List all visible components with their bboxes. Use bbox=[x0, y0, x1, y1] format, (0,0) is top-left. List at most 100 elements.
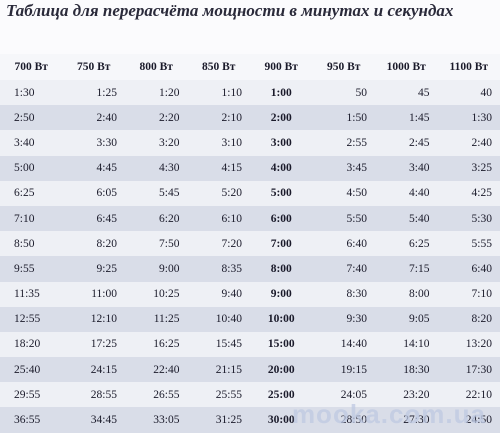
table-cell: 1:50 bbox=[313, 105, 376, 130]
table-cell: 33:05 bbox=[125, 407, 188, 432]
table-cell: 6:40 bbox=[438, 256, 500, 281]
table-cell: 21:15 bbox=[188, 357, 251, 382]
table-cell: 11:35 bbox=[0, 282, 63, 307]
table-cell: 7:00 bbox=[250, 231, 313, 256]
table-cell: 1:30 bbox=[0, 80, 63, 105]
table-cell: 10:25 bbox=[125, 282, 188, 307]
table-cell: 1:00 bbox=[250, 80, 313, 105]
table-cell: 2:40 bbox=[63, 105, 126, 130]
table-cell: 7:50 bbox=[125, 231, 188, 256]
table-cell: 15:45 bbox=[188, 332, 251, 357]
table-cell: 3:40 bbox=[375, 156, 438, 181]
table-cell: 3:40 bbox=[0, 130, 63, 155]
table-cell: 9:25 bbox=[63, 256, 126, 281]
table-cell: 6:20 bbox=[125, 206, 188, 231]
table-cell: 12:10 bbox=[63, 307, 126, 332]
table-cell: 24:15 bbox=[63, 357, 126, 382]
table-cell: 5:50 bbox=[313, 206, 376, 231]
table-cell: 3:45 bbox=[313, 156, 376, 181]
table-cell: 7:20 bbox=[188, 231, 251, 256]
table-cell: 1:20 bbox=[125, 80, 188, 105]
table-cell: 40 bbox=[438, 80, 500, 105]
table-cell: 5:20 bbox=[188, 181, 251, 206]
table-cell: 7:10 bbox=[438, 282, 500, 307]
table-cell: 6:25 bbox=[0, 181, 63, 206]
table-cell: 8:50 bbox=[0, 231, 63, 256]
column-header: 950 Вт bbox=[313, 54, 376, 80]
table-cell: 4:25 bbox=[438, 181, 500, 206]
table-cell: 3:25 bbox=[438, 156, 500, 181]
table-cell: 6:25 bbox=[375, 231, 438, 256]
table-cell: 8:00 bbox=[250, 256, 313, 281]
table-cell: 6:00 bbox=[250, 206, 313, 231]
table-cell: 18:20 bbox=[0, 332, 63, 357]
table-cell: 5:40 bbox=[375, 206, 438, 231]
table-cell: 13:20 bbox=[438, 332, 500, 357]
table-cell: 2:55 bbox=[313, 130, 376, 155]
table-cell: 4:30 bbox=[125, 156, 188, 181]
table-cell: 31:25 bbox=[188, 407, 251, 432]
table-cell: 8:00 bbox=[375, 282, 438, 307]
table-cell: 9:00 bbox=[250, 282, 313, 307]
table-cell: 26:55 bbox=[125, 382, 188, 407]
table-cell: 25:40 bbox=[0, 357, 63, 382]
table-cell: 9:05 bbox=[375, 307, 438, 332]
table-cell: 17:25 bbox=[63, 332, 126, 357]
table-cell: 1:45 bbox=[375, 105, 438, 130]
table-cell: 12:55 bbox=[0, 307, 63, 332]
table-cell: 9:00 bbox=[125, 256, 188, 281]
table-cell: 22:40 bbox=[125, 357, 188, 382]
column-header: 750 Вт bbox=[63, 54, 126, 80]
table-cell: 9:55 bbox=[0, 256, 63, 281]
table-cell: 19:15 bbox=[313, 357, 376, 382]
table-cell: 3:10 bbox=[188, 130, 251, 155]
table-cell: 5:00 bbox=[250, 181, 313, 206]
table-cell: 6:05 bbox=[63, 181, 126, 206]
table-cell: 3:20 bbox=[125, 130, 188, 155]
column-header: 800 Вт bbox=[125, 54, 188, 80]
table-cell: 4:50 bbox=[313, 181, 376, 206]
table-cell: 5:00 bbox=[0, 156, 63, 181]
table-cell: 8:35 bbox=[188, 256, 251, 281]
table-cell: 5:55 bbox=[438, 231, 500, 256]
table-cell: 4:45 bbox=[63, 156, 126, 181]
table-cell: 15:00 bbox=[250, 332, 313, 357]
table-cell: 36:55 bbox=[0, 407, 63, 432]
table-cell: 6:10 bbox=[188, 206, 251, 231]
table-cell: 2:00 bbox=[250, 105, 313, 130]
table-cell: 10:40 bbox=[188, 307, 251, 332]
table-cell: 25:55 bbox=[188, 382, 251, 407]
table-cell: 20:00 bbox=[250, 357, 313, 382]
table-cell: 6:45 bbox=[63, 206, 126, 231]
table-cell: 2:40 bbox=[438, 130, 500, 155]
column-header: 1000 Вт bbox=[375, 54, 438, 80]
table-cell: 1:10 bbox=[188, 80, 251, 105]
table-cell: 7:10 bbox=[0, 206, 63, 231]
table-cell: 4:00 bbox=[250, 156, 313, 181]
table-cell: 11:25 bbox=[125, 307, 188, 332]
table-cell: 9:40 bbox=[188, 282, 251, 307]
table-cell: 16:25 bbox=[125, 332, 188, 357]
column-header: 900 Вт bbox=[250, 54, 313, 80]
table-cell: 4:15 bbox=[188, 156, 251, 181]
table-cell: 50 bbox=[313, 80, 376, 105]
table-cell: 8:20 bbox=[438, 307, 500, 332]
table-cell: 28:55 bbox=[63, 382, 126, 407]
table-cell: 2:45 bbox=[375, 130, 438, 155]
table-cell: 8:20 bbox=[63, 231, 126, 256]
table-cell: 11:00 bbox=[63, 282, 126, 307]
watermark: mooka.com.ua bbox=[292, 399, 486, 430]
